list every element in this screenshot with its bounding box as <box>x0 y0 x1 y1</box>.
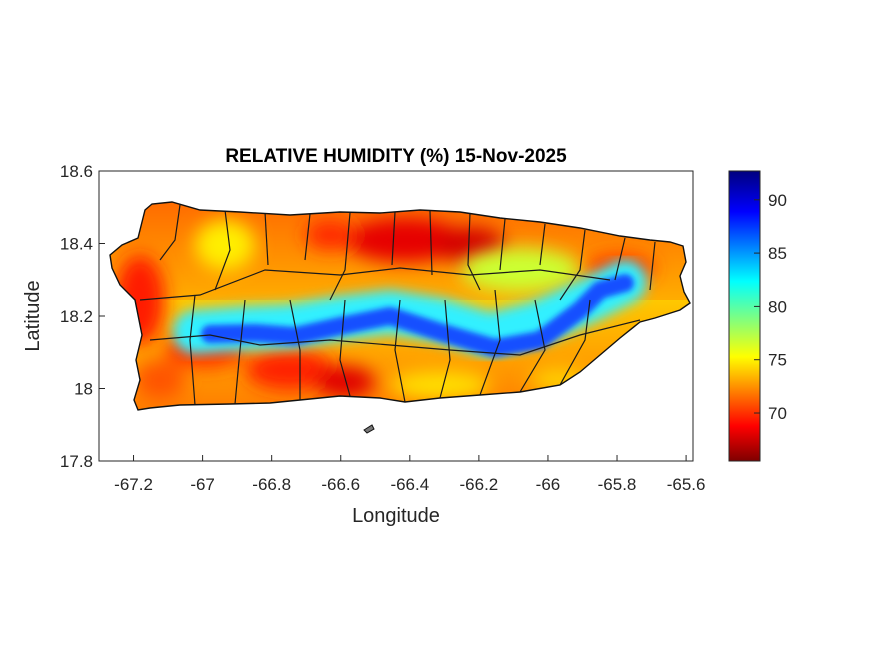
x-tick-label: -66.6 <box>321 475 360 494</box>
colorbar-tick-label: 85 <box>768 244 787 263</box>
islet <box>363 424 375 434</box>
x-tick-label: -67.2 <box>114 475 153 494</box>
y-tick-label: 18.4 <box>60 235 93 254</box>
x-tick-label: -66.2 <box>460 475 499 494</box>
x-tick-label: -66.8 <box>252 475 291 494</box>
y-tick-label: 18 <box>74 380 93 399</box>
x-tick-label: -65.6 <box>667 475 706 494</box>
puerto-rico-outline <box>109 201 691 411</box>
colorbar-ticks: 90 85 80 75 70 <box>754 191 787 423</box>
x-tick-label: -66 <box>536 475 561 494</box>
colorbar-tick-label: 70 <box>768 404 787 423</box>
y-axis-label: Latitude <box>22 280 44 351</box>
chart-title: RELATIVE HUMIDITY (%) 15-Nov-2025 <box>225 146 567 167</box>
colorbar-tick-label: 80 <box>768 297 787 316</box>
x-axis-label: Longitude <box>352 505 440 527</box>
colorbar-tick-label: 90 <box>768 191 787 210</box>
x-tick-label: -65.8 <box>598 475 637 494</box>
municipality-boundaries <box>139 204 656 406</box>
y-tick-label: 18.6 <box>60 162 93 181</box>
x-axis: -67.2 -67 -66.8 -66.6 -66.4 -66.2 -66 -65.8 -65.… <box>114 455 705 494</box>
y-tick-label: 17.8 <box>60 452 93 471</box>
colorbar <box>728 170 761 462</box>
x-tick-label: -67 <box>190 475 215 494</box>
humid-band-blue <box>201 274 634 357</box>
x-tick-label: -66.4 <box>390 475 429 494</box>
y-axis: 18.6 18.4 18.2 18 17.8 <box>60 162 105 471</box>
colorbar-tick-label: 75 <box>768 351 787 370</box>
y-tick-label: 18.2 <box>60 307 93 326</box>
